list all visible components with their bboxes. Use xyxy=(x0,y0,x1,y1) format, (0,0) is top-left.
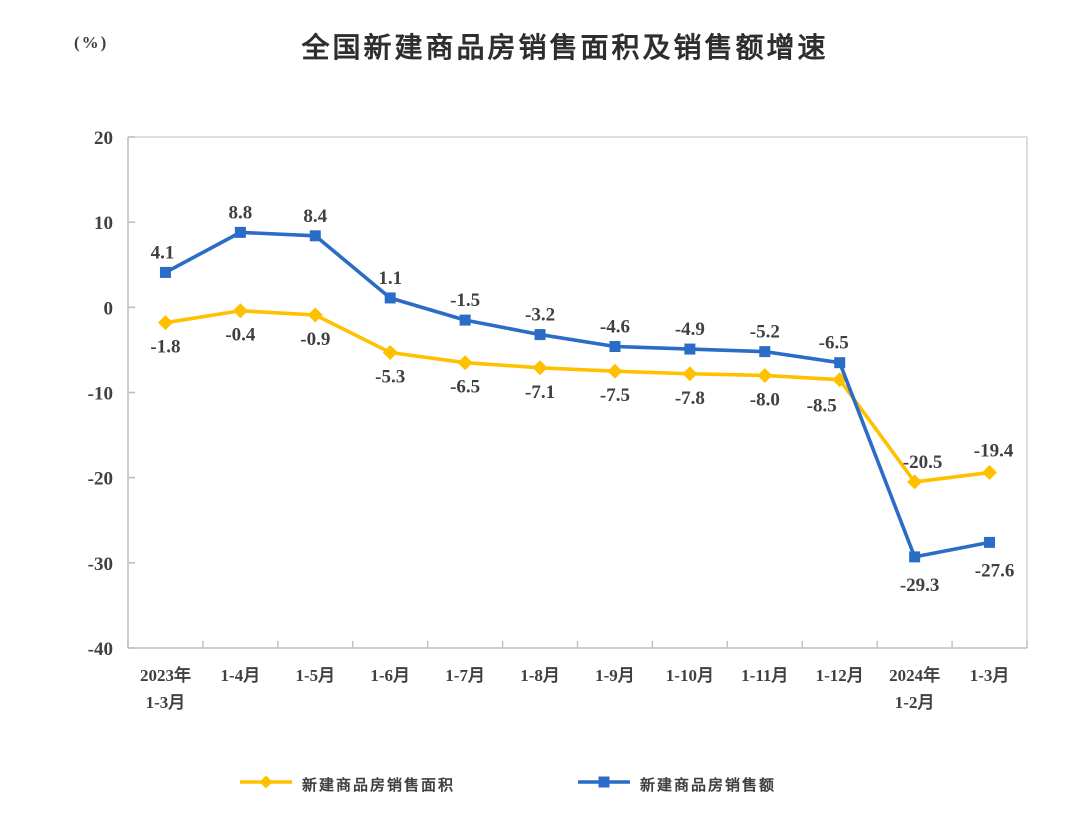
series-line-1 xyxy=(163,230,992,559)
marker-square-1-4 xyxy=(459,314,471,326)
y-tick-label-20: 20 xyxy=(94,128,113,149)
marker-diamond-0-5 xyxy=(532,360,548,376)
data-label-1-0: 4.1 xyxy=(151,242,175,263)
marker-square-1-11 xyxy=(984,536,996,548)
marker-diamond-0-3 xyxy=(382,344,398,360)
x-category-label-3: 1-6月 xyxy=(370,666,410,685)
data-label-1-3: 1.1 xyxy=(378,268,402,289)
data-label-0-11: -19.4 xyxy=(974,441,1014,462)
x-category-label-0: 2023年 xyxy=(140,665,191,685)
chart-title: 全国新建商品房销售面积及销售额增速 xyxy=(301,32,829,63)
data-label-1-1: 8.8 xyxy=(229,202,253,223)
x-category-label-7: 1-10月 xyxy=(666,666,714,685)
legend-swatch-sales-amount-icon xyxy=(576,774,632,795)
marker-diamond-0-7 xyxy=(682,366,698,382)
marker-square-1-10 xyxy=(909,551,921,563)
data-label-0-5: -7.1 xyxy=(525,382,555,403)
legend-label-sales-area: 新建商品房销售面积 xyxy=(302,777,456,794)
marker-square-1-5 xyxy=(534,329,546,341)
data-label-0-9: -8.5 xyxy=(807,396,837,417)
y-tick-label-10: 10 xyxy=(94,213,113,234)
marker-diamond-0-10 xyxy=(907,474,923,490)
marker-square-1-8 xyxy=(759,346,771,358)
y-tick-label--10: -10 xyxy=(88,384,113,405)
marker-diamond-0-4 xyxy=(457,355,473,371)
data-label-0-10: -20.5 xyxy=(903,452,943,473)
x-category-label-0: 1-3月 xyxy=(146,693,186,712)
line-chart: 20 10 0 -10 -20 -30 -40 2023年 1-3月 1-4月 1-5月 1-6月 1-… xyxy=(88,128,1028,712)
x-category-label-6: 1-9月 xyxy=(595,666,635,685)
data-label-1-10: -29.3 xyxy=(900,575,940,596)
marker-diamond-0-11 xyxy=(982,465,998,481)
x-category-label-10: 2024年 xyxy=(889,665,940,685)
marker-diamond-0-1 xyxy=(232,303,248,319)
y-tick-label-0: 0 xyxy=(104,298,114,319)
data-label-1-11: -27.6 xyxy=(975,560,1015,581)
legend-item-sales-amount: 新建商品房销售额 xyxy=(576,768,776,800)
data-label-1-5: -3.2 xyxy=(525,305,555,326)
y-tick-label--20: -20 xyxy=(88,469,113,490)
x-category-label-11: 1-3月 xyxy=(970,666,1010,685)
legend-swatch-sales-area-icon xyxy=(238,774,294,795)
legend: 新建商品房销售面积 新建商品房销售额 xyxy=(0,768,1080,804)
data-label-0-7: -7.8 xyxy=(675,388,705,409)
data-label-1-8: -5.2 xyxy=(750,322,780,343)
x-category-label-8: 1-11月 xyxy=(741,666,788,685)
data-label-0-1: -0.4 xyxy=(225,325,256,346)
data-label-0-8: -8.0 xyxy=(750,389,780,410)
x-category-label-1: 1-4月 xyxy=(221,666,261,685)
data-label-0-0: -1.8 xyxy=(150,337,180,358)
marker-square-1-3 xyxy=(384,292,396,304)
marker-square-1-6 xyxy=(609,341,621,353)
data-label-0-6: -7.5 xyxy=(600,385,630,406)
marker-square-1-2 xyxy=(309,230,321,242)
x-category-label-2: 1-5月 xyxy=(295,666,335,685)
data-label-1-2: 8.4 xyxy=(303,206,327,227)
marker-diamond-0-6 xyxy=(607,363,623,379)
marker-square-1-7 xyxy=(684,343,696,355)
marker-diamond-0-2 xyxy=(307,307,323,323)
marker-square-1-1 xyxy=(234,226,246,238)
legend-item-sales-area: 新建商品房销售面积 xyxy=(238,768,455,800)
y-tick-label--40: -40 xyxy=(88,639,113,660)
marker-square-1-9 xyxy=(834,357,846,369)
x-category-label-9: 1-12月 xyxy=(816,666,864,685)
x-category-label-10: 1-2月 xyxy=(895,693,935,712)
data-label-0-3: -5.3 xyxy=(375,366,405,387)
marker-diamond-0-8 xyxy=(757,367,773,383)
y-tick-label--30: -30 xyxy=(88,554,113,575)
marker-diamond-0-0 xyxy=(157,315,173,331)
series-line-0 xyxy=(163,308,992,484)
data-label-1-9: -6.5 xyxy=(819,333,849,354)
legend-label-sales-amount: 新建商品房销售额 xyxy=(640,777,777,794)
data-label-0-2: -0.9 xyxy=(300,329,330,350)
data-label-1-6: -4.6 xyxy=(600,317,630,338)
x-category-label-5: 1-8月 xyxy=(520,666,560,685)
data-label-1-4: -1.5 xyxy=(450,290,480,311)
data-label-0-4: -6.5 xyxy=(450,377,480,398)
percent-unit-label: (%) xyxy=(74,33,109,52)
x-category-label-4: 1-7月 xyxy=(445,666,485,685)
marker-square-1-0 xyxy=(159,266,171,278)
data-label-1-7: -4.9 xyxy=(675,319,705,340)
